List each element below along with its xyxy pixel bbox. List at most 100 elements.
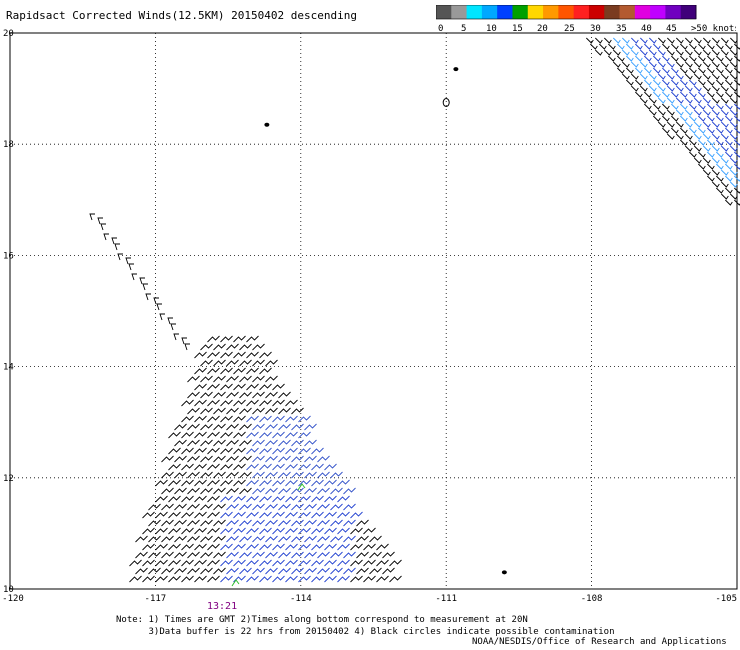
wind-barb — [239, 391, 252, 399]
wind-barb — [363, 543, 376, 551]
wind-barb — [272, 479, 285, 487]
wind-barb — [239, 519, 252, 527]
wind-barb — [233, 511, 246, 519]
wind-barb — [233, 383, 246, 391]
wind-barb — [220, 335, 233, 343]
wind-barb — [317, 519, 330, 527]
wind-barb — [730, 133, 738, 140]
wind-barb — [220, 543, 233, 551]
wind-barb — [298, 575, 311, 583]
wind-barb — [363, 527, 376, 535]
wind-barb — [667, 73, 675, 80]
wind-barb — [730, 157, 738, 164]
wind-barb — [246, 527, 259, 535]
wind-barb — [265, 455, 278, 463]
wind-barb — [291, 503, 304, 511]
wind-barb — [142, 543, 155, 551]
wind-barb — [671, 115, 679, 122]
wind-barb — [707, 163, 715, 170]
wind-barb — [676, 49, 684, 56]
wind-barb — [698, 163, 706, 170]
wind-barb — [337, 527, 350, 535]
wind-barb — [653, 55, 661, 62]
wind-barb — [698, 139, 706, 146]
colorbar-swatch — [543, 5, 559, 19]
wind-barb — [207, 575, 220, 583]
wind-barb — [159, 313, 165, 321]
wind-barb — [725, 187, 733, 194]
wind-barb — [721, 145, 729, 152]
wind-barb — [343, 519, 356, 527]
wind-barb — [252, 503, 265, 511]
wind-barb — [685, 37, 693, 44]
wind-barb — [662, 43, 670, 50]
wind-barb — [187, 567, 200, 575]
time-label: 13:21 — [207, 601, 237, 612]
wind-barb — [246, 495, 259, 503]
wind-barb — [278, 407, 291, 415]
wind-barb — [330, 567, 343, 575]
wind-barb — [174, 455, 187, 463]
wind-barb — [694, 85, 702, 92]
wind-barb — [226, 471, 239, 479]
wind-barb — [226, 567, 239, 575]
wind-barb — [622, 49, 630, 56]
wind-barb — [155, 559, 168, 567]
wind-barb — [194, 383, 207, 391]
wind-barb — [662, 127, 670, 134]
wind-barb — [685, 97, 693, 104]
colorbar-swatch — [527, 5, 544, 19]
wind-barb — [265, 471, 278, 479]
wind-barb — [285, 463, 298, 471]
footnote: Note: 1) Times are GMT 2)Times along bot… — [116, 614, 615, 638]
wind-barb — [278, 487, 291, 495]
wind-barb — [200, 423, 213, 431]
wind-barb — [181, 399, 194, 407]
wind-barb — [662, 91, 670, 98]
wind-barb — [259, 543, 272, 551]
wind-barb — [324, 495, 337, 503]
wind-barb — [291, 535, 304, 543]
wind-barb — [631, 49, 639, 56]
wind-barb — [658, 73, 666, 80]
wind-barb — [259, 463, 272, 471]
wind-barb — [265, 359, 278, 367]
wind-barb — [631, 37, 639, 44]
wind-barb — [298, 495, 311, 503]
wind-barb — [252, 391, 265, 399]
wind-barb — [246, 335, 259, 343]
wind-barb — [239, 423, 252, 431]
wind-barb — [725, 91, 733, 98]
grid-lines — [10, 33, 737, 589]
wind-barb — [662, 103, 670, 110]
wind-barb — [644, 79, 652, 86]
wind-barb — [239, 455, 252, 463]
colorbar-swatch — [634, 5, 651, 19]
wind-barb — [343, 487, 356, 495]
wind-barb — [161, 487, 174, 495]
wind-barb — [716, 91, 724, 98]
wind-barb — [721, 73, 729, 80]
wind-barb — [213, 375, 226, 383]
wind-barb — [712, 169, 720, 176]
wind-barb — [662, 115, 670, 122]
wind-barb — [246, 431, 259, 439]
colorbar-label: >50 knots — [691, 24, 736, 34]
wind-barb — [233, 399, 246, 407]
wind-barb — [640, 85, 648, 92]
wind-barb — [233, 495, 246, 503]
wind-barb — [200, 391, 213, 399]
wind-barb — [734, 127, 740, 134]
wind-barb — [265, 503, 278, 511]
wind-barb — [716, 55, 724, 62]
wind-barb — [142, 511, 155, 519]
wind-barb — [698, 115, 706, 122]
wind-barb — [330, 503, 343, 511]
wind-barb — [272, 495, 285, 503]
wind-barb — [233, 351, 246, 359]
wind-barb — [685, 121, 693, 128]
wind-barb — [181, 431, 194, 439]
wind-barb — [703, 61, 711, 68]
wind-barb — [617, 43, 625, 50]
wind-barb — [350, 511, 363, 519]
